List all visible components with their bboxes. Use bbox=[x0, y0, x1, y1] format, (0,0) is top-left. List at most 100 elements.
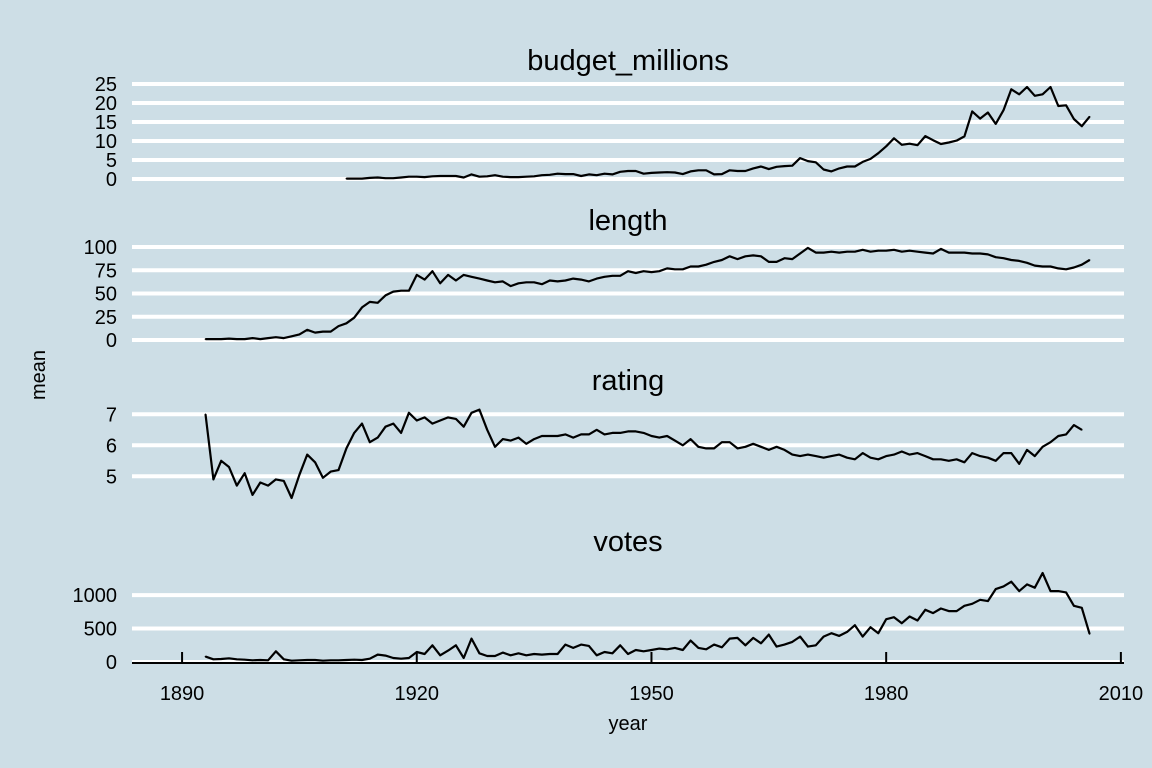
y-tick-label: 7 bbox=[106, 404, 117, 426]
data-point bbox=[963, 135, 966, 138]
data-point bbox=[455, 418, 457, 420]
data-point bbox=[799, 635, 801, 638]
data-point bbox=[682, 268, 684, 271]
data-point bbox=[580, 175, 582, 177]
data-point bbox=[1049, 441, 1052, 444]
data-point bbox=[736, 170, 739, 172]
data-point bbox=[728, 255, 731, 258]
data-point bbox=[869, 626, 872, 628]
data-point bbox=[955, 251, 958, 254]
data-point bbox=[861, 249, 864, 251]
data-point bbox=[236, 658, 238, 661]
data-point bbox=[940, 143, 942, 145]
data-point bbox=[564, 173, 567, 175]
data-point bbox=[768, 261, 770, 263]
y-tick-label: 20 bbox=[95, 93, 117, 115]
data-point bbox=[721, 646, 723, 649]
data-point bbox=[337, 325, 340, 327]
data-point bbox=[635, 430, 637, 433]
data-point bbox=[525, 281, 528, 284]
data-point bbox=[627, 430, 629, 433]
data-point bbox=[290, 659, 293, 662]
data-point bbox=[204, 413, 207, 416]
data-point bbox=[423, 416, 426, 419]
data-point bbox=[760, 446, 762, 448]
data-point bbox=[752, 637, 754, 639]
data-point bbox=[1026, 449, 1028, 451]
data-point bbox=[509, 285, 512, 287]
data-point bbox=[580, 433, 582, 436]
data-point bbox=[1018, 93, 1020, 96]
data-point bbox=[619, 275, 621, 277]
data-point bbox=[439, 282, 442, 285]
data-point bbox=[345, 447, 348, 450]
data-point bbox=[369, 441, 371, 444]
data-point bbox=[768, 633, 770, 636]
data-point bbox=[760, 642, 762, 645]
facet-title: budget_millions bbox=[527, 45, 729, 77]
data-point bbox=[502, 280, 504, 283]
data-point bbox=[400, 176, 402, 179]
data-point bbox=[994, 256, 997, 259]
data-point bbox=[384, 654, 387, 657]
data-point bbox=[1002, 109, 1005, 111]
data-point bbox=[948, 610, 950, 612]
data-point bbox=[901, 450, 903, 453]
data-point bbox=[674, 439, 676, 442]
data-point bbox=[416, 274, 418, 276]
data-point bbox=[1034, 264, 1036, 267]
data-point bbox=[721, 259, 723, 261]
data-point bbox=[580, 643, 582, 646]
data-point bbox=[1026, 262, 1028, 264]
data-point bbox=[971, 603, 973, 605]
data-point bbox=[987, 111, 989, 114]
data-point bbox=[932, 139, 934, 141]
data-point bbox=[994, 460, 997, 462]
data-point bbox=[376, 302, 379, 304]
data-point bbox=[361, 306, 363, 309]
data-point bbox=[572, 647, 574, 649]
data-point bbox=[423, 278, 426, 281]
data-point bbox=[822, 456, 825, 459]
data-point bbox=[635, 170, 637, 172]
data-point bbox=[815, 251, 817, 254]
data-point bbox=[713, 643, 715, 646]
data-point bbox=[322, 659, 324, 662]
data-point bbox=[1057, 435, 1060, 437]
data-point bbox=[775, 446, 778, 448]
y-tick-label: 75 bbox=[95, 260, 117, 282]
data-point bbox=[236, 484, 238, 487]
data-point bbox=[1073, 118, 1075, 120]
data-point bbox=[916, 144, 919, 146]
data-point bbox=[220, 658, 222, 660]
data-point bbox=[697, 265, 700, 268]
data-point bbox=[861, 452, 864, 454]
data-point bbox=[376, 653, 379, 656]
data-point bbox=[901, 622, 903, 624]
data-point bbox=[650, 271, 653, 273]
data-point bbox=[478, 277, 481, 280]
y-tick-label: 5 bbox=[106, 466, 117, 488]
data-point bbox=[353, 177, 356, 180]
data-point bbox=[744, 255, 747, 258]
data-point bbox=[971, 110, 973, 113]
data-point bbox=[345, 177, 348, 180]
data-point bbox=[329, 330, 332, 333]
data-point bbox=[760, 255, 762, 258]
data-point bbox=[658, 436, 661, 439]
data-point bbox=[517, 282, 520, 285]
data-point bbox=[822, 635, 825, 638]
data-point bbox=[838, 251, 840, 254]
data-point bbox=[275, 650, 277, 653]
data-point bbox=[768, 168, 770, 170]
data-point bbox=[642, 432, 645, 434]
data-point bbox=[392, 657, 395, 659]
data-point bbox=[251, 494, 254, 496]
data-point bbox=[901, 250, 903, 253]
data-point bbox=[1057, 590, 1060, 592]
data-point bbox=[1057, 105, 1060, 107]
data-point bbox=[666, 435, 668, 437]
data-point bbox=[298, 659, 301, 662]
data-point bbox=[572, 436, 574, 439]
data-point bbox=[830, 250, 833, 253]
